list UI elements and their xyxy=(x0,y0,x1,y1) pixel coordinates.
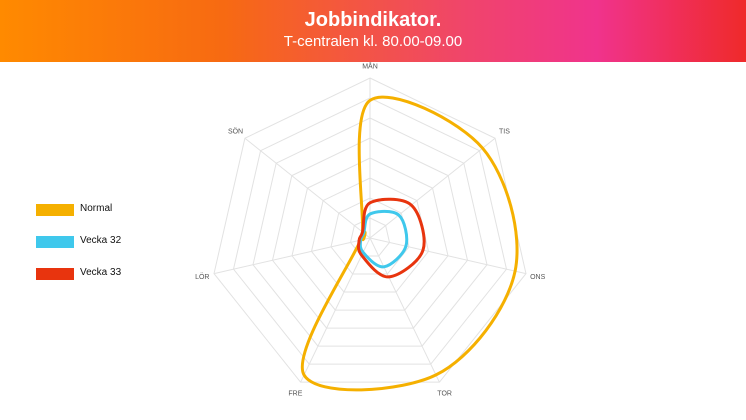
grid-spoke xyxy=(369,137,496,239)
axis-label-5: LÖR xyxy=(195,273,209,281)
grid-spoke xyxy=(213,237,371,275)
grid-spoke xyxy=(300,237,371,383)
grid-ring xyxy=(271,137,469,329)
legend-label-vecka-32: Vecka 32 xyxy=(80,235,122,246)
chart-header: Jobbindikator. T-centralen kl. 80.00-09.… xyxy=(0,0,746,62)
grid-ring xyxy=(349,217,391,257)
grid-spoke xyxy=(369,237,440,383)
grid-spoke xyxy=(244,137,371,239)
series-line-vecka-33 xyxy=(356,197,426,279)
legend-label-normal: Normal xyxy=(80,203,113,214)
grid-ring xyxy=(310,177,430,293)
axis-label-1: TIS xyxy=(499,128,510,135)
grid-ring xyxy=(232,97,508,365)
legend-swatch-normal xyxy=(36,204,74,216)
legend-label-vecka-33: Vecka 33 xyxy=(80,267,122,278)
grid-spoke xyxy=(369,237,527,275)
chart-subtitle: T-centralen kl. 80.00-09.00 xyxy=(283,33,463,50)
grid-ring xyxy=(291,157,449,311)
axis-label-0: MÅN xyxy=(362,62,378,71)
axis-label-2: ONS xyxy=(530,274,546,281)
axis-label-3: TOR xyxy=(437,390,452,397)
grid-ring xyxy=(213,77,527,383)
chart-title: Jobbindikator. xyxy=(304,9,442,31)
grid-ring xyxy=(252,117,488,347)
axis-label-4: FRE xyxy=(288,390,302,397)
axis-label-6: SÖN xyxy=(228,127,243,135)
legend-swatch-vecka-32 xyxy=(36,236,74,248)
legend-swatch-vecka-33 xyxy=(36,268,74,280)
